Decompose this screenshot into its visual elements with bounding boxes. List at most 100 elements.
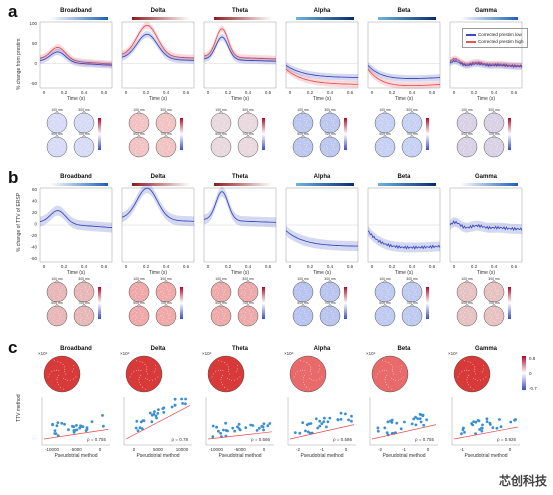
electrode [409, 148, 410, 149]
scatter-point [328, 416, 332, 420]
electrode [380, 287, 382, 289]
electrode [496, 294, 497, 295]
electrode [218, 307, 220, 309]
topomap [319, 110, 341, 134]
electrode [53, 150, 54, 151]
electrode [236, 378, 238, 380]
electrode [158, 124, 160, 126]
electrode [326, 145, 327, 147]
electrode [56, 379, 58, 380]
electrode [326, 152, 328, 154]
nose [383, 110, 387, 114]
topo-time: 500 ms [51, 132, 63, 136]
electrode [60, 298, 62, 300]
electrode [134, 287, 136, 289]
scatter-point [461, 426, 465, 430]
electrode [309, 366, 311, 368]
electrode [409, 299, 411, 301]
electrode [333, 145, 334, 147]
electrode [333, 129, 335, 131]
electrode [254, 148, 256, 150]
electrode [459, 373, 461, 375]
xtick-c: 0 [133, 447, 136, 452]
electrode [324, 291, 325, 293]
electrode [85, 289, 86, 290]
electrode [322, 293, 324, 295]
electrode [244, 145, 245, 147]
electrode [86, 125, 87, 126]
electrode [471, 125, 473, 127]
electrode [220, 295, 222, 297]
nose [55, 279, 59, 283]
scalp-circle [128, 305, 150, 327]
scatter-point [386, 420, 390, 424]
nose [465, 279, 469, 283]
electrode [321, 376, 323, 378]
electrode [249, 120, 250, 121]
electrode [54, 312, 56, 313]
electrode [56, 126, 58, 128]
electrode [245, 138, 247, 140]
electrode [138, 369, 140, 371]
electrode [497, 322, 499, 324]
electrode [381, 128, 383, 130]
ci-band [122, 183, 194, 227]
topo-time: 700 ms [242, 132, 254, 136]
electrode [51, 122, 52, 124]
colorbar [262, 287, 265, 319]
electrode [306, 386, 307, 388]
scatter-point [53, 429, 57, 432]
electrode [463, 295, 464, 296]
nose [383, 134, 387, 138]
electrode [136, 293, 137, 294]
scatter-point [414, 415, 417, 419]
electrode [248, 142, 250, 143]
electrode [468, 289, 469, 290]
ci-band [122, 22, 194, 62]
topomap [319, 134, 341, 158]
scatter-point [156, 412, 160, 415]
electrode [67, 379, 69, 381]
electrode [332, 149, 333, 150]
electrode [409, 288, 411, 289]
scalp-circle [401, 281, 423, 303]
topomap [292, 110, 314, 134]
electrode [300, 119, 302, 120]
electrode [474, 370, 475, 372]
electrode [154, 378, 156, 380]
title-c-theta: Theta [231, 346, 248, 352]
electrode [168, 318, 169, 319]
electrode [221, 311, 223, 312]
electrode [415, 153, 417, 155]
electrode [61, 141, 63, 143]
xtick-a: 0 [43, 90, 46, 95]
xtick-b: 0.4 [163, 264, 170, 269]
electrode [489, 142, 491, 144]
electrode [295, 148, 297, 150]
colorbar [98, 118, 101, 150]
electrode [297, 315, 298, 317]
electrode [470, 129, 472, 131]
electrode [163, 119, 165, 120]
electrode [217, 370, 219, 371]
series-low-line [367, 230, 441, 250]
electrode [480, 379, 481, 381]
electrode [377, 148, 379, 150]
electrode [56, 319, 58, 321]
electrode [496, 122, 498, 124]
electrode [53, 321, 55, 323]
electrode [61, 318, 63, 320]
scatter-point [184, 402, 187, 406]
electrode [170, 125, 172, 127]
electrode [143, 312, 145, 314]
scalp-circle [46, 281, 68, 303]
electrode [388, 129, 390, 131]
nose [410, 303, 414, 307]
electrode [218, 323, 220, 325]
electrode [140, 128, 141, 130]
fit-line [371, 424, 437, 440]
electrode [498, 318, 500, 320]
electrode [384, 150, 386, 152]
nose [164, 134, 168, 138]
